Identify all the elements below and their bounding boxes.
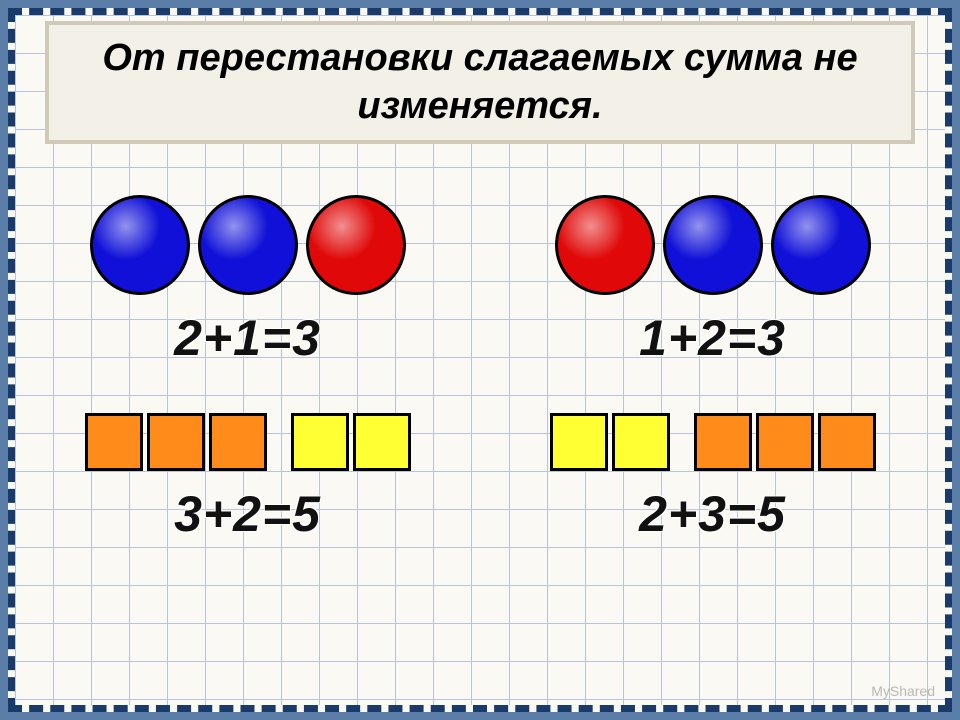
square-shape xyxy=(818,413,876,471)
circle-shape xyxy=(198,195,298,295)
shapes-group xyxy=(551,195,875,295)
example-row-2: 3+2=5 2+3=5 xyxy=(15,413,945,543)
shapes-group xyxy=(86,195,410,295)
example-2-left: 3+2=5 xyxy=(83,413,413,543)
square-shape xyxy=(353,413,411,471)
square-shape xyxy=(550,413,608,471)
circle-shape xyxy=(771,195,871,295)
square-shape xyxy=(612,413,670,471)
shapes-group xyxy=(83,413,413,471)
equation-text: 3+2=5 xyxy=(174,485,321,543)
square-shape xyxy=(147,413,205,471)
example-1-right: 1+2=3 xyxy=(551,195,875,367)
content-area: 2+1=3 1+2=3 3+2=5 2+3=5 xyxy=(15,175,945,705)
square-shape xyxy=(85,413,143,471)
square-shape xyxy=(209,413,267,471)
dashed-frame: От перестановки слагаемых сумма не измен… xyxy=(8,8,952,712)
outer-frame: От перестановки слагаемых сумма не измен… xyxy=(0,0,960,720)
circle-shape xyxy=(90,195,190,295)
example-1-left: 2+1=3 xyxy=(86,195,410,367)
circle-shape xyxy=(306,195,406,295)
square-shape xyxy=(694,413,752,471)
circle-shape xyxy=(663,195,763,295)
watermark-text: MyShared xyxy=(871,683,935,699)
equation-text: 2+1=3 xyxy=(174,309,321,367)
title-text: От перестановки слагаемых сумма не измен… xyxy=(69,35,891,130)
example-row-1: 2+1=3 1+2=3 xyxy=(15,195,945,367)
example-2-right: 2+3=5 xyxy=(548,413,878,543)
square-shape xyxy=(756,413,814,471)
shapes-group xyxy=(548,413,878,471)
square-shape xyxy=(291,413,349,471)
equation-text: 1+2=3 xyxy=(639,309,786,367)
circle-shape xyxy=(555,195,655,295)
equation-text: 2+3=5 xyxy=(639,485,786,543)
title-box: От перестановки слагаемых сумма не измен… xyxy=(45,21,915,144)
